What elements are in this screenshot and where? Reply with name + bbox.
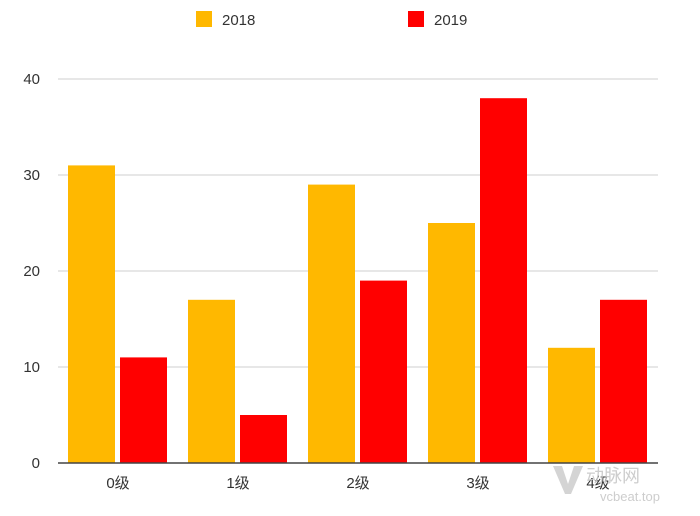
bar-2019-3级 [480, 98, 527, 463]
watermark-logo-icon [553, 466, 583, 494]
y-tick-label: 10 [23, 359, 40, 376]
watermark-cn: 动脉网 [586, 466, 640, 486]
grid-lines [58, 78, 658, 368]
y-tick-label: 0 [32, 455, 40, 472]
y-tick-label: 30 [23, 167, 40, 184]
y-axis-ticks: 0 10 20 30 40 [23, 71, 40, 472]
x-tick-label: 4级 [586, 475, 609, 492]
bar-2018-3级 [428, 223, 475, 463]
x-tick-label: 1级 [226, 475, 249, 492]
x-tick-label: 0级 [106, 475, 129, 492]
legend-swatch-2019 [408, 11, 424, 27]
y-tick-label: 20 [23, 263, 40, 280]
legend: 2018 2019 [196, 11, 467, 29]
watermark-en: vcbeat.top [600, 489, 660, 504]
bar-2019-1级 [240, 415, 287, 463]
legend-swatch-2018 [196, 11, 212, 27]
bar-2018-1级 [188, 299, 235, 463]
bar-2019-0级 [120, 357, 167, 463]
bar-2018-4级 [548, 347, 595, 463]
bar-2018-2级 [308, 184, 355, 463]
bar-2019-4级 [600, 299, 647, 463]
watermark: 动脉网 vcbeat.top [553, 466, 660, 504]
x-tick-label: 3级 [466, 475, 489, 492]
legend-label-2018: 2018 [222, 12, 255, 29]
y-tick-label: 40 [23, 71, 40, 88]
bars [68, 98, 647, 463]
bar-2019-2级 [360, 280, 407, 463]
x-axis-labels: 0级 1级 2级 3级 4级 [106, 475, 609, 492]
x-tick-label: 2级 [346, 475, 369, 492]
bar-2018-0级 [68, 165, 115, 463]
legend-label-2019: 2019 [434, 12, 467, 29]
